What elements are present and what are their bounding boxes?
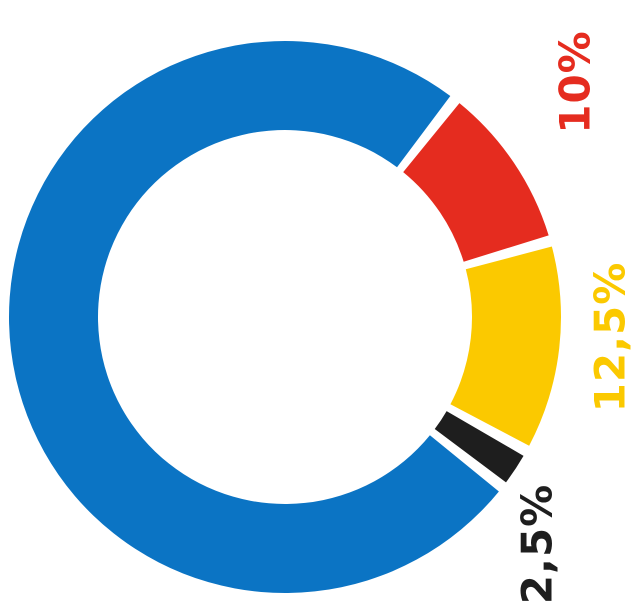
slice-label-yellow: 12,5%	[586, 262, 635, 413]
slice-label-black: 2,5%	[513, 484, 562, 604]
donut-slices	[9, 40, 561, 593]
slice-blue	[9, 40, 499, 593]
slice-red	[403, 103, 549, 262]
slice-label-red: 10%	[551, 30, 600, 134]
slice-yellow	[450, 246, 561, 446]
slice-black	[434, 411, 524, 483]
